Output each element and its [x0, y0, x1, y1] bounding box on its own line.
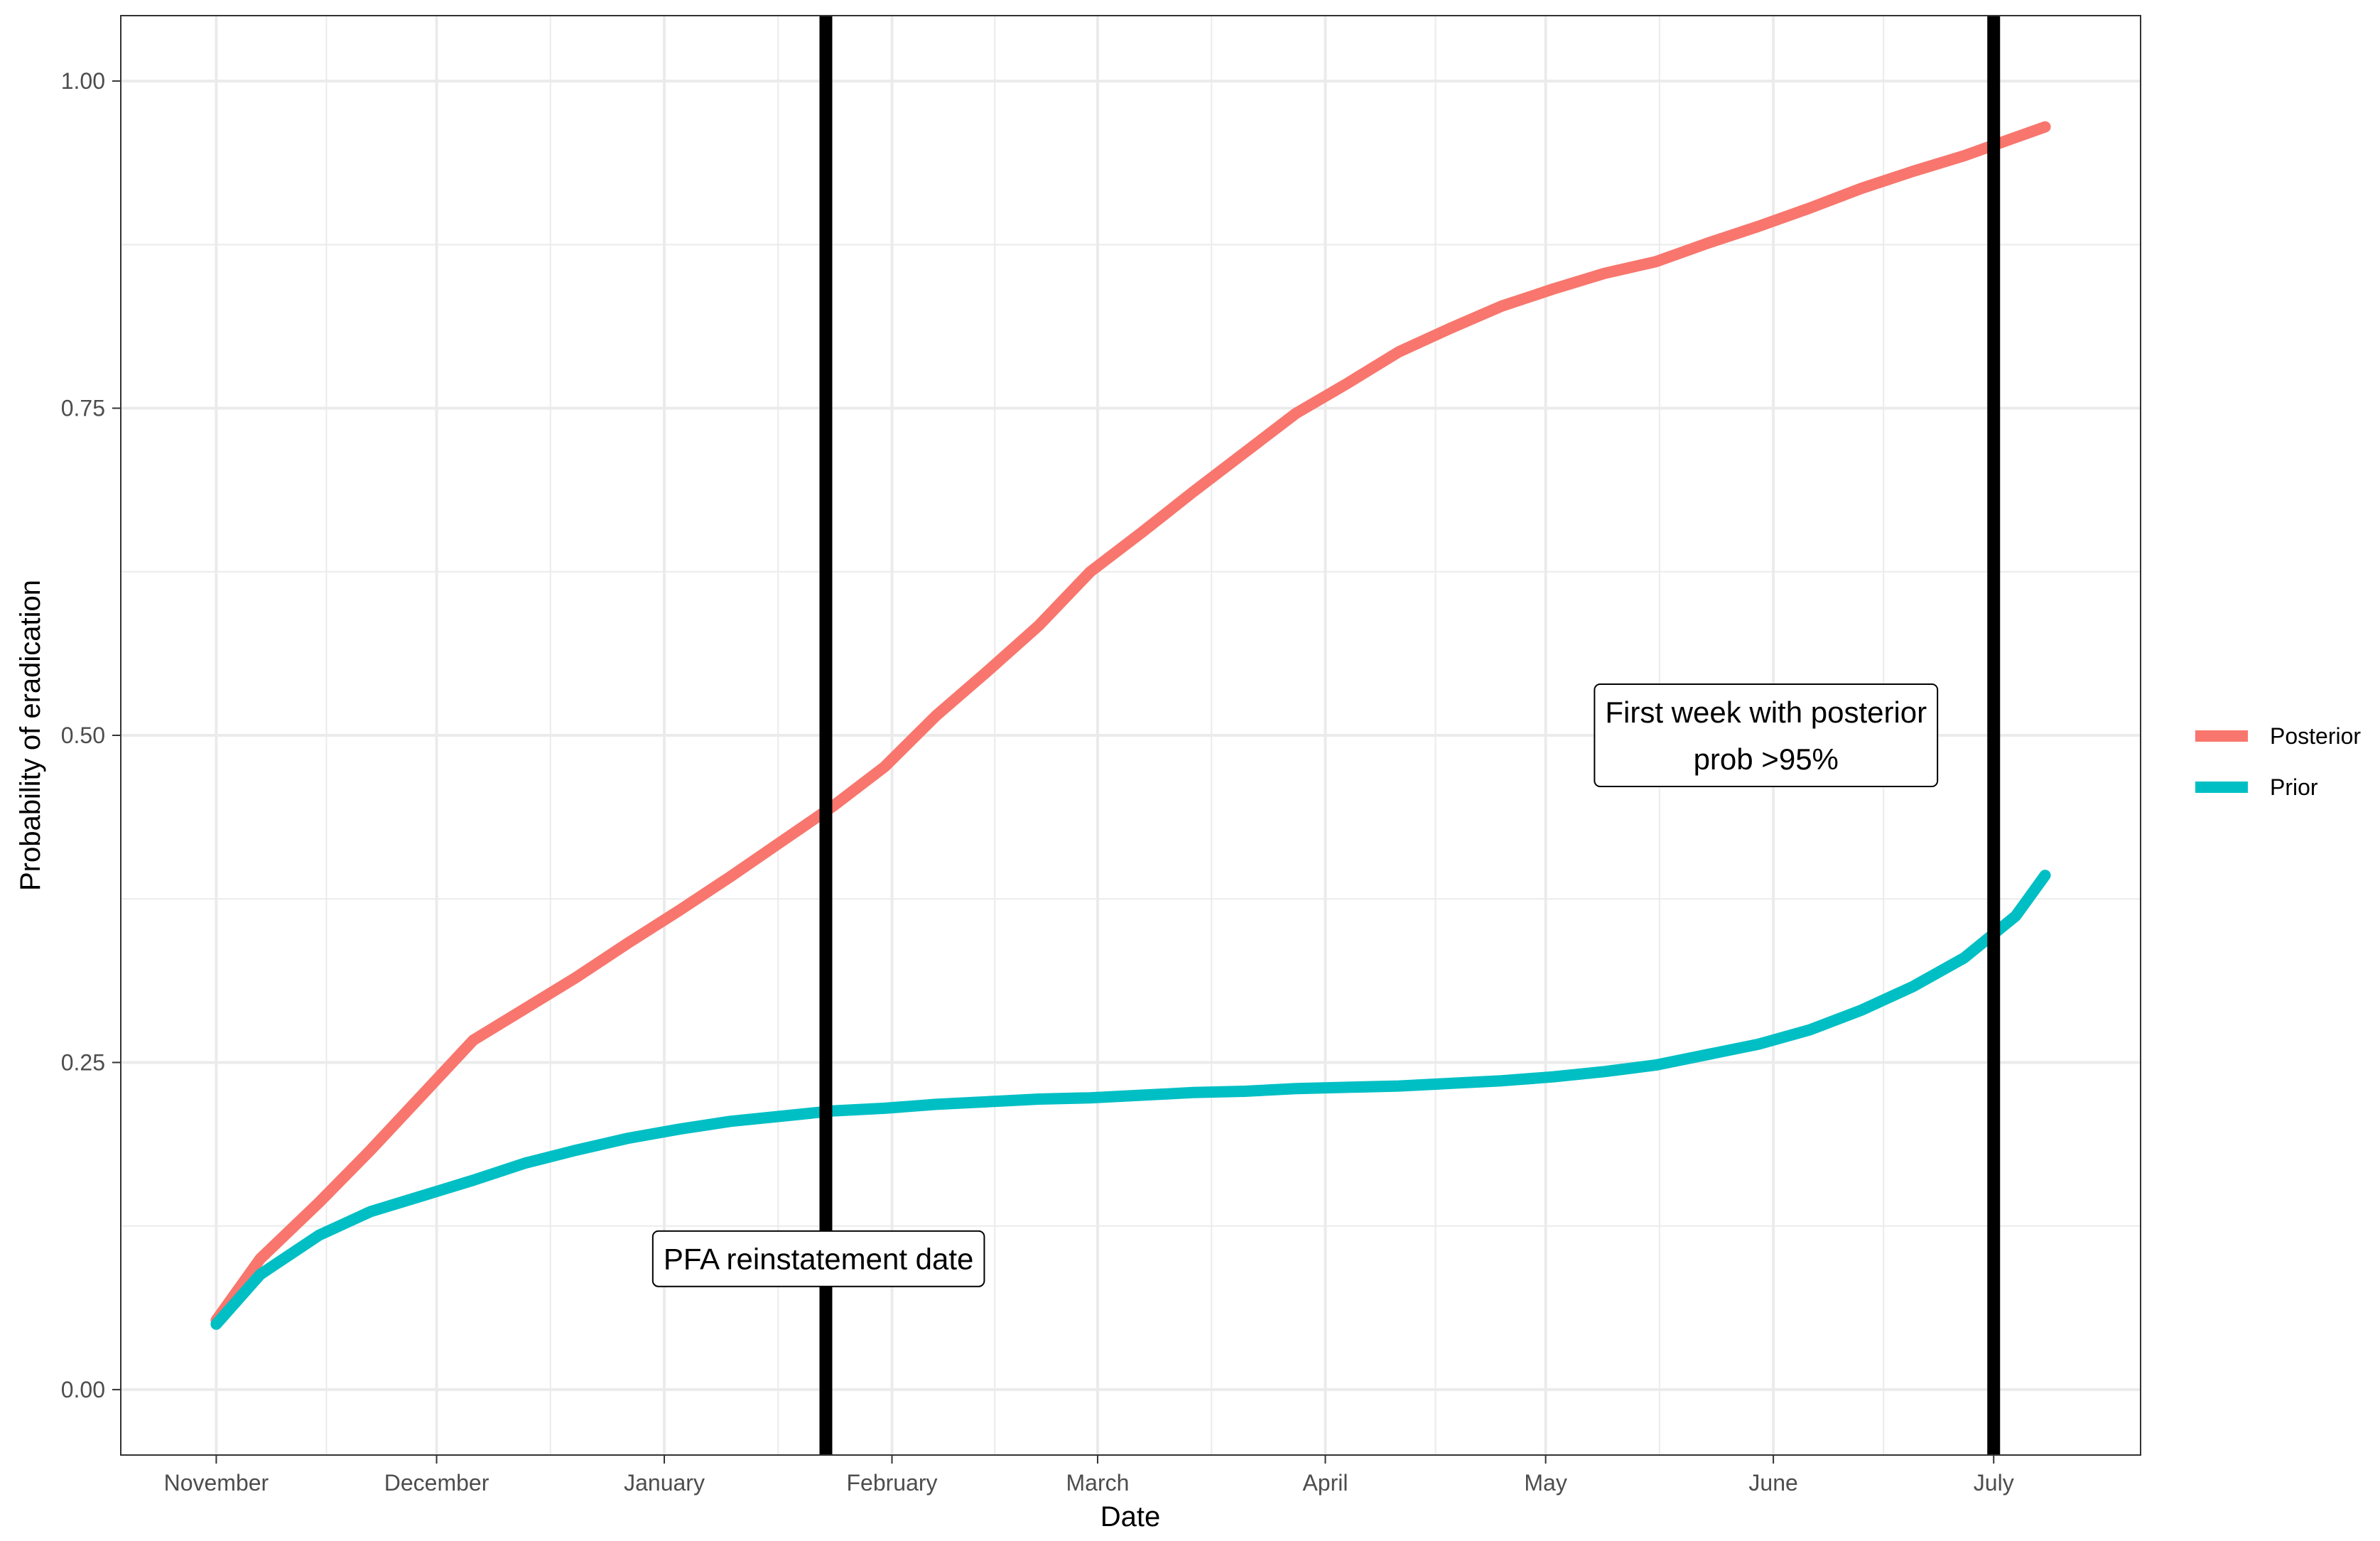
y-tick-label: 0.00	[61, 1377, 105, 1402]
legend-label-posterior: Posterior	[2270, 723, 2361, 749]
legend-label-prior: Prior	[2270, 774, 2318, 800]
annotation-text: First week with posterior	[1605, 696, 1927, 729]
x-tick-label: January	[624, 1470, 705, 1496]
annotation-label-2: First week with posterior prob >95%	[1594, 683, 1939, 787]
annotation-text: PFA reinstatement date	[664, 1243, 974, 1276]
series-line-posterior	[210, 121, 2051, 1326]
annotations: PFA reinstatement date First week with po…	[651, 683, 1939, 1287]
annotation-box	[1594, 683, 1939, 787]
y-axis-title: Probability of eradication	[15, 580, 46, 891]
series-line-prior	[210, 870, 2051, 1330]
x-tick-label: May	[1524, 1470, 1567, 1496]
y-tick-label: 0.50	[61, 723, 105, 748]
x-tick-label: November	[164, 1470, 269, 1496]
y-tick-label: 0.25	[61, 1049, 105, 1075]
x-tick-label: March	[1066, 1470, 1130, 1496]
x-tick-label: July	[1974, 1470, 2014, 1496]
y-tick-label: 1.00	[61, 68, 105, 94]
x-tick-label: April	[1302, 1470, 1348, 1496]
reference-lines	[819, 16, 2001, 1455]
x-tick-label: December	[384, 1470, 489, 1496]
x-axis-title: Date	[1100, 1501, 1161, 1532]
y-axis: 0.00 0.25 0.50 0.75 1.00	[61, 68, 121, 1402]
y-tick-label: 0.75	[61, 396, 105, 421]
series-lines	[210, 121, 2051, 1330]
annotation-box	[651, 1230, 985, 1287]
annotation-text: prob >95%	[1694, 742, 1839, 776]
x-tick-label: February	[846, 1470, 937, 1496]
x-tick-label: June	[1748, 1470, 1797, 1496]
x-axis: November December January February March Apri…	[164, 1455, 2014, 1496]
legend: Posterior Prior	[2195, 723, 2361, 800]
annotation-label-1: PFA reinstatement date	[651, 1230, 985, 1287]
